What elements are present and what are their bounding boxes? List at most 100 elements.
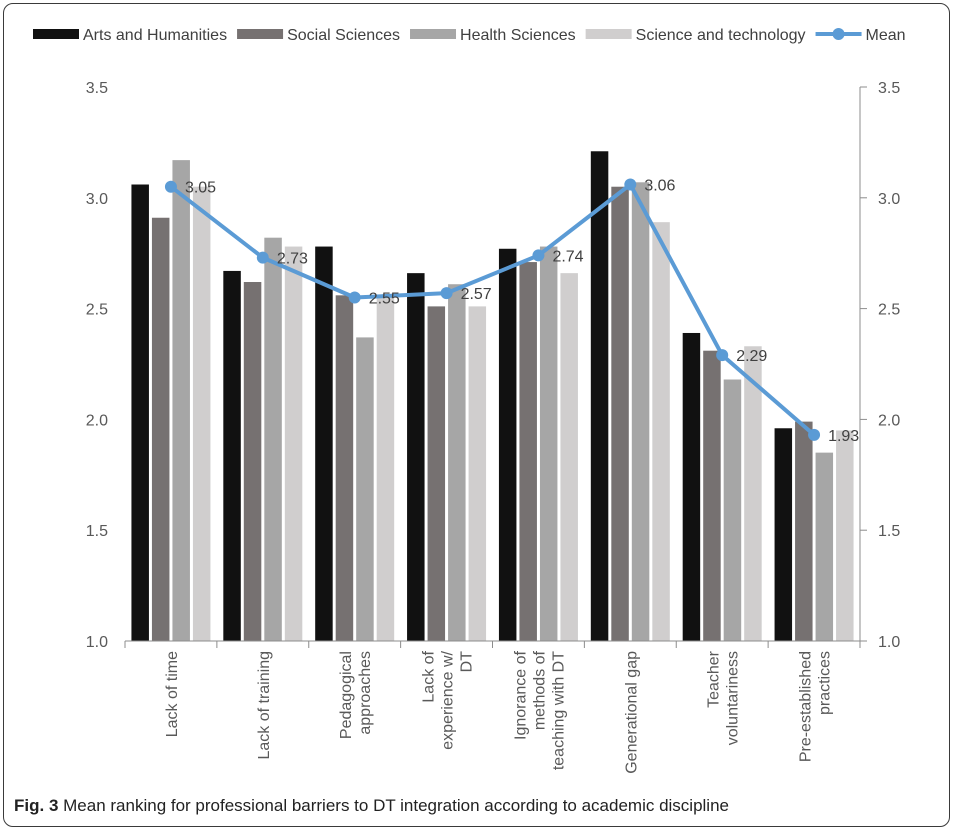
bar (192, 186, 211, 641)
mean-point (164, 180, 177, 193)
caption-label: Fig. 3 (14, 796, 59, 815)
mean-point (716, 349, 729, 362)
bar (356, 337, 374, 641)
bar (172, 160, 190, 642)
bar (264, 237, 282, 642)
legend-swatch (410, 29, 457, 39)
mean-point (532, 249, 545, 262)
bar (131, 184, 149, 641)
x-tick-label: Pre-established practices (798, 651, 834, 762)
bar (284, 246, 303, 641)
mean-data-label: 2.74 (552, 248, 583, 265)
legend-label: Health Sciences (460, 27, 576, 44)
bar (376, 297, 395, 641)
bar (723, 379, 742, 641)
bar (427, 306, 446, 641)
mean-point (256, 251, 269, 264)
legend-swatch (33, 29, 79, 39)
mean-point (440, 287, 453, 300)
x-tick-label-line: practices (817, 651, 834, 715)
x-tick-label: Lack of experience w/DT (421, 650, 476, 749)
bar (560, 273, 578, 641)
legend-label: Science and technology (636, 27, 806, 44)
x-tick-label: Lack of time (164, 651, 181, 737)
y-tick-label-right: 3.0 (878, 191, 900, 208)
mean-data-label: 2.57 (461, 286, 492, 303)
y-tick-label-left: 1.5 (86, 523, 108, 540)
x-tick-label: Lack of training (256, 651, 273, 760)
bar (539, 246, 558, 641)
legend-label: Arts and Humanities (83, 27, 227, 44)
bar (315, 246, 333, 641)
x-tick-label-line: Generational gap (623, 651, 640, 774)
bar (795, 421, 813, 641)
legend-swatch (585, 29, 632, 39)
mean-data-label: 2.73 (277, 251, 308, 268)
bar (407, 273, 425, 641)
x-tick-label-line: Pedagogical (338, 651, 355, 739)
x-tick-label: Pedagogical approaches (338, 651, 374, 739)
x-tick-label-line: approaches (357, 651, 374, 735)
bar (836, 430, 854, 641)
figure-caption: Fig. 3 Mean ranking for professional bar… (14, 796, 729, 816)
x-tick-label-line: Lack of time (164, 651, 181, 737)
y-tick-label-left: 1.0 (86, 634, 108, 651)
bar (498, 248, 517, 641)
x-tick-label-line: DT (459, 651, 476, 673)
figure-frame (3, 3, 950, 827)
bar (448, 284, 466, 641)
mean-line-series: 3.05 2.73 2.55 2.57 2.74 3.06 2.29 1.93 (164, 178, 859, 445)
bar (744, 346, 762, 641)
bar (335, 295, 354, 641)
mean-line (169, 182, 816, 437)
y-axis-left: 1.0 1.5 2.0 2.5 3.0 3.5 (86, 80, 108, 651)
mean-data-label: 3.06 (644, 178, 675, 195)
bar (682, 332, 701, 641)
mean-data-label: 2.55 (369, 291, 400, 308)
x-tick-label-line: Lack of training (256, 651, 273, 760)
chart: Arts and Humanities Social Sciences Health… (33, 27, 906, 774)
legend-marker (832, 28, 845, 40)
legend-swatch (237, 29, 284, 39)
y-tick-label-left: 3.5 (86, 80, 108, 97)
x-tick-label-line: methods of (531, 650, 548, 730)
x-tick-label-line: experience w/ (440, 650, 457, 749)
x-tick-label-line: Teacher (706, 650, 723, 708)
y-tick-label-left: 2.0 (86, 412, 108, 429)
bar (468, 306, 487, 641)
mean-point (348, 291, 361, 304)
bars (131, 151, 854, 642)
y-tick-label-left: 3.0 (86, 191, 108, 208)
bar (815, 452, 834, 641)
y-tick-label-left: 2.5 (86, 302, 108, 319)
x-axis: Lack of time Lack of training Pedagogical a… (124, 640, 861, 774)
y-axis-right: 1.0 1.5 2.0 2.5 3.0 3.5 (859, 80, 900, 651)
x-tick-label: Generational gap (623, 651, 640, 774)
y-tick-label-right: 1.5 (878, 523, 900, 540)
y-tick-label-right: 3.5 (878, 80, 900, 97)
mean-data-label: 3.05 (185, 180, 216, 197)
bar (243, 282, 262, 641)
y-tick-label-right: 1.0 (878, 634, 900, 651)
legend-label: Social Sciences (287, 27, 400, 44)
bar (151, 217, 170, 641)
x-tick-label-line: voluntariness (725, 651, 742, 745)
x-tick-label: Teacher voluntariness (706, 650, 742, 745)
mean-point (808, 428, 821, 441)
caption-text: Mean ranking for professional barriers t… (63, 796, 729, 815)
x-tick-label-line: teaching with DT (550, 651, 567, 770)
bar (774, 428, 793, 641)
bar (519, 262, 537, 641)
y-tick-label-right: 2.5 (878, 302, 900, 319)
mean-point (624, 178, 637, 191)
x-tick-label: Ignorance of methods of teaching with DT (512, 650, 567, 770)
mean-data-label: 1.93 (828, 428, 859, 445)
bar (611, 186, 629, 641)
x-tick-label-line: Lack of (421, 650, 438, 702)
x-tick-label-line: Ignorance of (512, 650, 529, 740)
bar (590, 151, 609, 641)
x-tick-label-line: Pre-established (798, 651, 815, 762)
bar (703, 350, 721, 641)
bar (223, 270, 241, 641)
legend-label: Mean (866, 27, 906, 44)
